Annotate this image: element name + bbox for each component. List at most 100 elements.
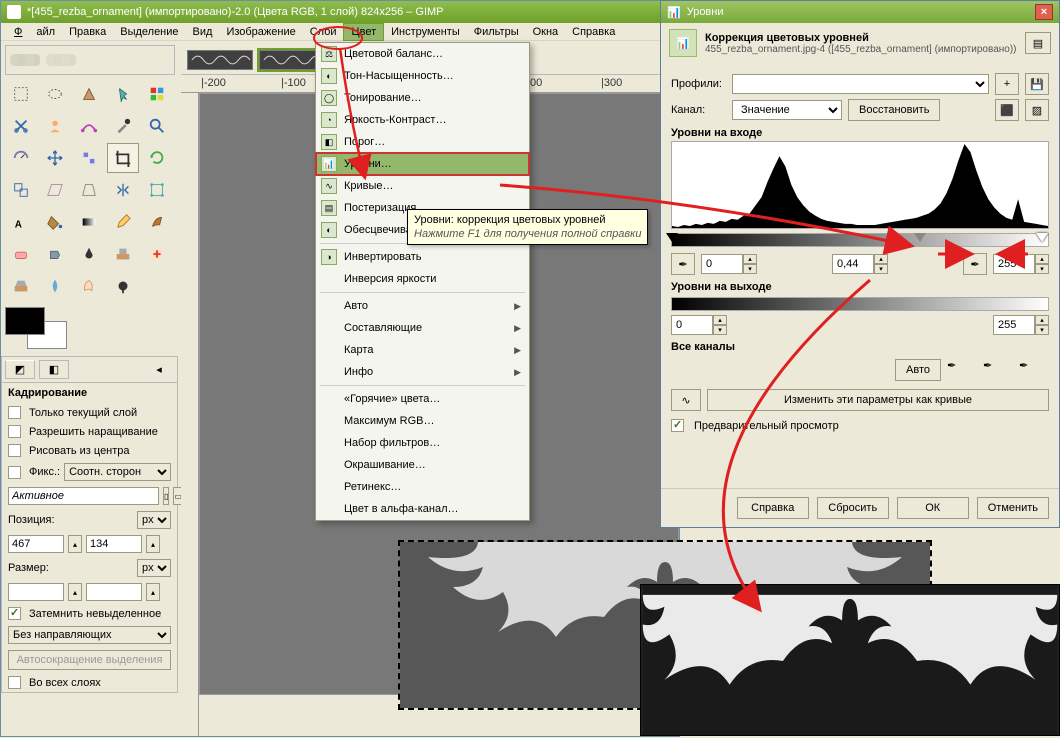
tool-rect-select[interactable] [5,79,37,109]
reset-channel-button[interactable]: Восстановить [848,99,940,121]
input-gradient[interactable] [671,233,1049,247]
image-tab-0[interactable] [187,50,253,70]
tool-blur[interactable] [39,271,71,301]
tool-bucket[interactable] [39,207,71,237]
tool-cage[interactable] [141,175,173,205]
menu-file[interactable]: ФФайлайл [7,24,62,40]
tab-menu-icon[interactable]: ◂ [144,360,174,379]
reset-button[interactable]: Сбросить [817,497,889,519]
tool-shear[interactable] [39,175,71,205]
menu-help[interactable]: Справка [565,24,622,40]
tool-gradient[interactable] [73,207,105,237]
channel-select[interactable]: Значение [732,100,842,120]
mi-extra-0[interactable]: «Горячие» цвета… [316,388,529,410]
fg-bg-swatches[interactable] [5,307,77,349]
mi-sub-2[interactable]: Карта [316,339,529,361]
options-tabs[interactable]: ◩ ◧ ◂ [2,357,177,383]
out-black-input[interactable] [671,315,713,335]
mi-invert-brightness[interactable]: Инверсия яркости [316,268,529,290]
size-unit[interactable]: px [137,559,171,577]
menu-filters[interactable]: Фильтры [467,24,526,40]
white-slider[interactable] [1036,233,1048,248]
histo-log-icon[interactable]: ▨ [1025,99,1049,121]
mi-sub-1[interactable]: Составляющие [316,317,529,339]
pick-white-button[interactable]: ✒ [1019,359,1049,381]
tool-eraser[interactable] [5,239,37,269]
tool-scale[interactable] [5,175,37,205]
size-y[interactable] [86,583,142,601]
toolbox-tabs[interactable] [5,45,175,75]
tab-brush-icon[interactable]: ◧ [39,360,69,379]
tool-fuzzy-select[interactable] [107,79,139,109]
mi-3[interactable]: ◔Яркость-Контраст… [316,109,529,131]
tool-rotate[interactable] [141,143,173,173]
black-point-input[interactable] [701,254,743,274]
tool-text[interactable]: A [5,207,37,237]
menu-edit[interactable]: Правка [62,24,113,40]
curves-icon[interactable]: ∿ [671,389,701,411]
opt-allow-grow[interactable]: Разрешить наращивание [2,422,177,441]
tool-color-select[interactable] [141,79,173,109]
opt-only-current[interactable]: Только текущий слой [2,403,177,422]
size-x[interactable] [8,583,64,601]
tool-align[interactable] [73,143,105,173]
tool-color-picker[interactable] [107,111,139,141]
pos-unit[interactable]: px [137,511,171,529]
tool-ink[interactable] [73,239,105,269]
tool-brush[interactable] [141,207,173,237]
mi-0[interactable]: ⚖Цветовой баланс… [316,43,529,65]
mi-6[interactable]: ∿Кривые… [316,175,529,197]
ok-button[interactable]: ОК [897,497,969,519]
mi-extra-4[interactable]: Ретинекс… [316,476,529,498]
menu-color[interactable]: Цвет [343,23,384,41]
mi-extra-2[interactable]: Набор фильтров… [316,432,529,454]
opt-shade[interactable]: Затемнить невыделенное [2,604,177,623]
menu-windows[interactable]: Окна [526,24,566,40]
mi-4[interactable]: ◧Порог… [316,131,529,153]
tool-perspective[interactable] [73,175,105,205]
menu-image[interactable]: Изображение [219,24,302,40]
guides-select[interactable]: Без направляющих [8,626,171,644]
mi-extra-3[interactable]: Окрашивание… [316,454,529,476]
help-button[interactable]: Справка [737,497,809,519]
tool-paths[interactable] [73,111,105,141]
menu-tools[interactable]: Инструменты [384,24,467,40]
tool-zoom[interactable] [141,111,173,141]
tool-heal[interactable] [141,239,173,269]
pick-gray-button[interactable]: ✒ [983,359,1013,381]
mi-5[interactable]: 📊Уровни… [316,153,529,175]
levels-close-button[interactable]: × [1035,4,1053,20]
tool-move[interactable] [39,143,71,173]
white-point-input[interactable] [993,254,1035,274]
opt-all-layers[interactable]: Во всех слоях [2,673,177,692]
tool-smudge[interactable] [73,271,105,301]
mi-extra-1[interactable]: Максимум RGB… [316,410,529,432]
gamma-slider[interactable] [914,233,926,248]
tool-ellipse-select[interactable] [39,79,71,109]
output-gradient[interactable] [671,297,1049,311]
menu-select[interactable]: Выделение [113,24,185,40]
menu-view[interactable]: Вид [186,24,220,40]
black-slider[interactable] [666,233,678,248]
mi-1[interactable]: ◐Тон-Насыщенность… [316,65,529,87]
menubar[interactable]: ФФайлайл Правка Выделение Вид Изображени… [1,23,679,41]
auto-button[interactable]: Авто [895,359,941,381]
edit-as-curves-button[interactable]: Изменить эти параметры как кривые [707,389,1049,411]
profile-save-button[interactable]: 💾 [1025,73,1049,95]
tool-measure[interactable] [5,143,37,173]
preview-row[interactable]: Предварительный просмотр [671,419,1049,432]
active-field[interactable] [8,487,159,505]
tab-options-icon[interactable]: ◩ [5,360,35,379]
pick-black-button[interactable]: ✒ [947,359,977,381]
tool-perspective-clone[interactable] [5,271,37,301]
tool-foreground[interactable] [39,111,71,141]
gamma-input[interactable] [832,254,874,274]
menu-layer[interactable]: Слой [303,24,344,40]
mi-invert[interactable]: ◑Инвертировать [316,246,529,268]
opt-from-center[interactable]: Рисовать из центра [2,441,177,460]
tool-crop[interactable] [107,143,139,173]
out-white-input[interactable] [993,315,1035,335]
fg-color[interactable] [5,307,45,335]
orient-port-icon[interactable]: ▯ [163,487,169,505]
tool-clone[interactable] [107,239,139,269]
